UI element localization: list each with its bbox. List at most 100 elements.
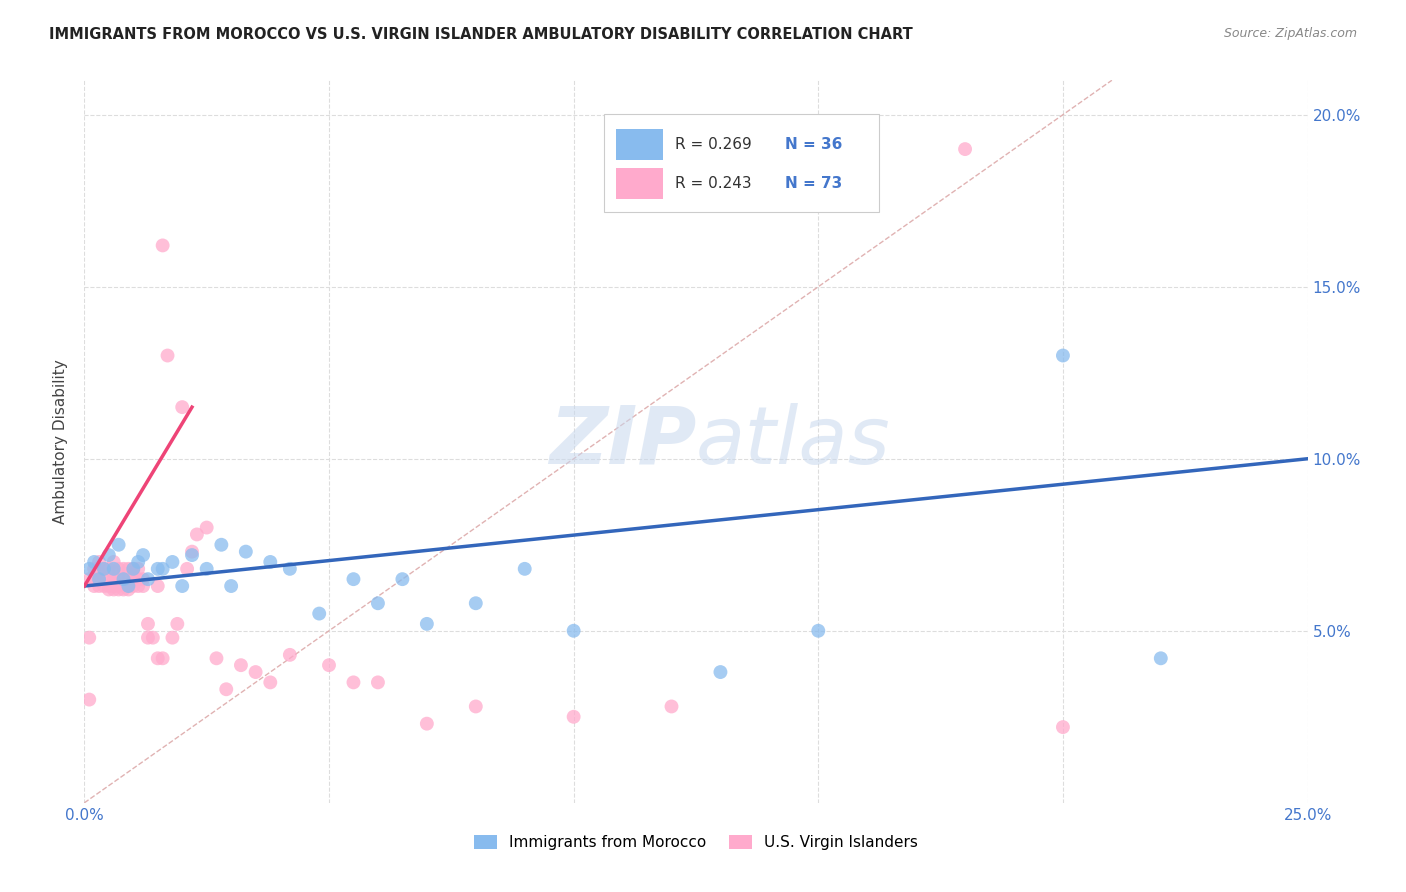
Point (122, 572, 145, 586)
Point (807, 624, 830, 638)
Point (172, 579, 194, 593)
Point (83, 572, 105, 586)
Point (235, 544, 257, 558)
Point (117, 582, 139, 597)
Point (112, 572, 135, 586)
Point (342, 675, 364, 690)
Point (93, 572, 115, 586)
Point (416, 716, 439, 731)
Point (367, 596, 389, 610)
Point (132, 548, 155, 562)
Point (308, 607, 330, 621)
FancyBboxPatch shape (605, 114, 880, 211)
Point (416, 616, 439, 631)
Point (87, 555, 110, 569)
Point (152, 238, 174, 252)
Point (122, 566, 145, 580)
Text: ZIP: ZIP (548, 402, 696, 481)
Point (97, 548, 120, 562)
Point (209, 538, 232, 552)
Point (278, 648, 301, 662)
Text: N = 36: N = 36 (786, 137, 842, 152)
Point (97, 579, 120, 593)
Legend: Immigrants from Morocco, U.S. Virgin Islanders: Immigrants from Morocco, U.S. Virgin Isl… (468, 830, 924, 856)
Point (107, 572, 129, 586)
Point (162, 631, 184, 645)
Point (112, 572, 135, 586)
Point (112, 582, 135, 597)
Text: Source: ZipAtlas.com: Source: ZipAtlas.com (1223, 27, 1357, 40)
Point (87, 566, 110, 580)
Point (562, 710, 585, 724)
Point (195, 562, 218, 576)
Point (278, 562, 301, 576)
Point (195, 520, 218, 534)
Point (1150, 651, 1173, 665)
Point (117, 562, 139, 576)
Text: IMMIGRANTS FROM MOROCCO VS U.S. VIRGIN ISLANDER AMBULATORY DISABILITY CORRELATIO: IMMIGRANTS FROM MOROCCO VS U.S. VIRGIN I… (49, 27, 912, 42)
Point (152, 562, 174, 576)
FancyBboxPatch shape (616, 169, 664, 199)
Point (132, 572, 155, 586)
Point (122, 562, 145, 576)
Point (391, 572, 413, 586)
Point (166, 616, 188, 631)
Point (464, 699, 486, 714)
Point (229, 658, 252, 673)
Point (136, 572, 159, 586)
Point (146, 562, 169, 576)
Point (103, 566, 125, 580)
Point (215, 682, 238, 697)
Point (83, 579, 105, 593)
Text: N = 73: N = 73 (786, 176, 842, 191)
Point (156, 349, 179, 363)
Text: R = 0.269: R = 0.269 (675, 137, 752, 152)
Y-axis label: Ambulatory Disability: Ambulatory Disability (53, 359, 69, 524)
Point (259, 675, 281, 690)
Point (112, 562, 135, 576)
Point (146, 651, 169, 665)
Point (117, 579, 139, 593)
Point (661, 699, 683, 714)
Point (367, 675, 389, 690)
Point (1052, 349, 1074, 363)
Point (122, 579, 145, 593)
Point (1052, 720, 1074, 734)
Point (132, 579, 155, 593)
Point (181, 548, 204, 562)
Point (513, 562, 536, 576)
Point (87, 572, 110, 586)
Point (103, 555, 125, 569)
Point (953, 142, 976, 156)
Point (77, 572, 100, 586)
Point (122, 572, 145, 586)
Point (205, 651, 228, 665)
Point (186, 527, 208, 541)
Point (87, 572, 110, 586)
Point (107, 579, 129, 593)
Point (97, 572, 120, 586)
Point (87, 579, 110, 593)
Point (117, 572, 139, 586)
Point (318, 658, 340, 673)
Point (146, 579, 169, 593)
Point (93, 579, 115, 593)
Point (127, 555, 149, 569)
Point (127, 562, 149, 576)
Point (103, 582, 125, 597)
Point (342, 572, 364, 586)
Point (219, 579, 242, 593)
Point (83, 562, 105, 576)
Point (103, 562, 125, 576)
Point (107, 538, 129, 552)
Text: atlas: atlas (696, 402, 891, 481)
Point (93, 562, 115, 576)
Point (83, 555, 105, 569)
Point (122, 562, 145, 576)
Point (152, 651, 174, 665)
Point (136, 616, 159, 631)
Point (142, 631, 165, 645)
Point (181, 544, 204, 558)
Point (127, 579, 149, 593)
Point (176, 562, 198, 576)
